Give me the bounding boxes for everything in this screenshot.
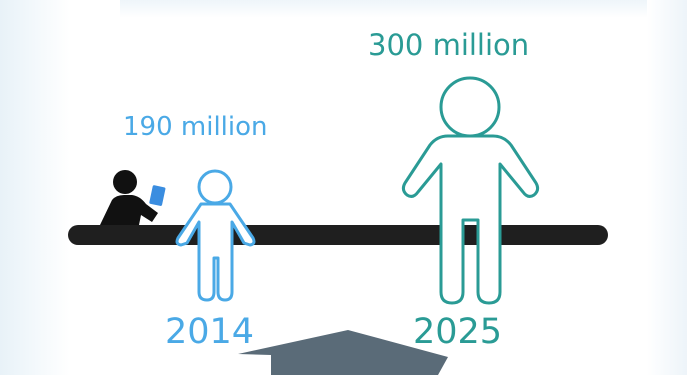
reader-icon — [100, 170, 166, 225]
value-label-2025: 300 million — [368, 28, 530, 62]
background-right — [647, 0, 687, 375]
year-label-2025: 2025 — [413, 312, 503, 352]
large-person-icon — [401, 76, 540, 305]
timeline-bar — [68, 225, 608, 245]
background-top — [120, 0, 687, 18]
background-left — [0, 0, 70, 375]
year-label-2014: 2014 — [165, 312, 255, 352]
small-person-icon — [175, 169, 256, 302]
pointer-arrow-icon — [238, 330, 448, 375]
value-label-2014: 190 million — [123, 112, 268, 142]
